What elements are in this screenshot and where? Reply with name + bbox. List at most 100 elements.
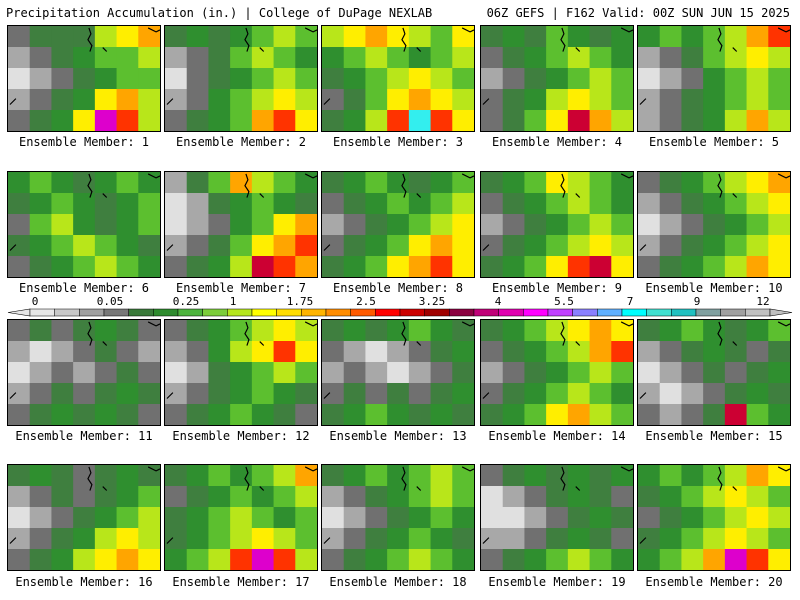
precip-cell xyxy=(343,235,367,257)
precip-cell xyxy=(724,507,748,529)
precip-cell xyxy=(387,362,410,384)
ensemble-member-label: Ensemble Member: 11 xyxy=(15,429,153,443)
precip-cell xyxy=(208,214,231,236)
precip-cell xyxy=(638,89,661,111)
precip-cell xyxy=(116,507,139,529)
precip-cell xyxy=(138,26,160,48)
precip-cell xyxy=(8,341,31,363)
precip-cell xyxy=(768,47,790,69)
precip-cell xyxy=(365,465,388,487)
precip-cell xyxy=(208,341,231,363)
precip-cell xyxy=(208,465,231,487)
precip-cell xyxy=(681,47,704,69)
precip-cell xyxy=(251,549,275,570)
precip-cell xyxy=(138,110,160,131)
precip-cell xyxy=(724,486,748,508)
ensemble-map-panel xyxy=(164,464,318,571)
precip-cell xyxy=(502,404,526,425)
precip-cell xyxy=(452,68,474,90)
precip-cell xyxy=(138,320,160,342)
precip-cell xyxy=(208,235,231,257)
precip-cell xyxy=(502,47,526,69)
colorbar-segment xyxy=(498,308,524,317)
precip-cell xyxy=(524,507,547,529)
precip-cell xyxy=(186,383,210,405)
precip-cell xyxy=(724,465,748,487)
precip-cell xyxy=(8,193,31,215)
precip-cell xyxy=(481,47,504,69)
precip-cell xyxy=(365,193,388,215)
precip-cell xyxy=(165,214,188,236)
ensemble-member-label: Ensemble Member: 13 xyxy=(329,429,467,443)
precip-cell xyxy=(365,172,388,194)
ensemble-member-label: Ensemble Member: 12 xyxy=(172,429,310,443)
precip-cell xyxy=(322,320,345,342)
precip-cell xyxy=(29,68,53,90)
precip-cell xyxy=(186,193,210,215)
precip-cell xyxy=(365,549,388,570)
precip-cell xyxy=(29,235,53,257)
precip-cell xyxy=(365,362,388,384)
colorbar-segment xyxy=(597,308,623,317)
precip-cell xyxy=(251,507,275,529)
precip-cell xyxy=(481,68,504,90)
precip-cell xyxy=(746,89,769,111)
ensemble-map-panel xyxy=(7,25,161,132)
precip-cell xyxy=(322,214,345,236)
precip-cell xyxy=(322,47,345,69)
precip-cell xyxy=(659,110,683,131)
precip-cell xyxy=(408,362,432,384)
precip-cell xyxy=(502,465,526,487)
precip-cell xyxy=(546,214,569,236)
precip-cell xyxy=(724,214,748,236)
precip-cell xyxy=(430,110,453,131)
precip-cell xyxy=(546,362,569,384)
colorbar-tick-label: 5.5 xyxy=(554,295,574,308)
precip-cell xyxy=(94,507,118,529)
precip-cell xyxy=(94,256,118,277)
precip-cell xyxy=(273,486,296,508)
precip-cell xyxy=(73,528,96,550)
precip-cell xyxy=(343,507,367,529)
colorbar-min-arrow xyxy=(7,308,31,317)
precip-cell xyxy=(51,383,74,405)
precipitation-colorbar: 0 0.05 0.25 1 1.75 2.5 3.25 4 5.5 7 9 12 xyxy=(7,295,793,317)
colorbar-tick-label: 7 xyxy=(627,295,634,308)
precip-cell xyxy=(703,320,726,342)
precip-cell xyxy=(589,172,612,194)
precip-cell xyxy=(481,256,504,277)
ensemble-member-label: Ensemble Member: 14 xyxy=(488,429,626,443)
precip-cell xyxy=(387,507,410,529)
precip-cell xyxy=(638,404,661,425)
precip-cell xyxy=(273,383,296,405)
precip-cell xyxy=(387,320,410,342)
colorbar-segment xyxy=(375,308,401,317)
ensemble-map-panel xyxy=(637,319,791,426)
precip-cell xyxy=(387,486,410,508)
precip-cell xyxy=(768,68,790,90)
ensemble-member-label: Ensemble Member: 20 xyxy=(645,575,783,589)
colorbar-segment xyxy=(128,308,154,317)
precip-cell xyxy=(408,465,432,487)
shoreline-outline xyxy=(166,321,317,399)
precip-cell xyxy=(94,235,118,257)
precip-cell xyxy=(322,507,345,529)
precip-cell xyxy=(452,193,474,215)
precip-cell xyxy=(73,383,96,405)
precip-cell xyxy=(116,362,139,384)
precip-cell xyxy=(430,214,453,236)
precip-cell xyxy=(29,465,53,487)
precip-cell xyxy=(322,26,345,48)
colorbar-segment xyxy=(572,308,598,317)
precip-cell xyxy=(567,383,591,405)
precip-cell xyxy=(638,528,661,550)
precip-cell xyxy=(524,362,547,384)
colorbar-segment xyxy=(325,308,351,317)
precip-cell xyxy=(8,256,31,277)
precip-cell xyxy=(322,404,345,425)
precip-cell xyxy=(116,383,139,405)
precip-cell xyxy=(408,486,432,508)
precip-cell xyxy=(589,68,612,90)
precip-cell xyxy=(116,320,139,342)
precip-cell xyxy=(343,341,367,363)
